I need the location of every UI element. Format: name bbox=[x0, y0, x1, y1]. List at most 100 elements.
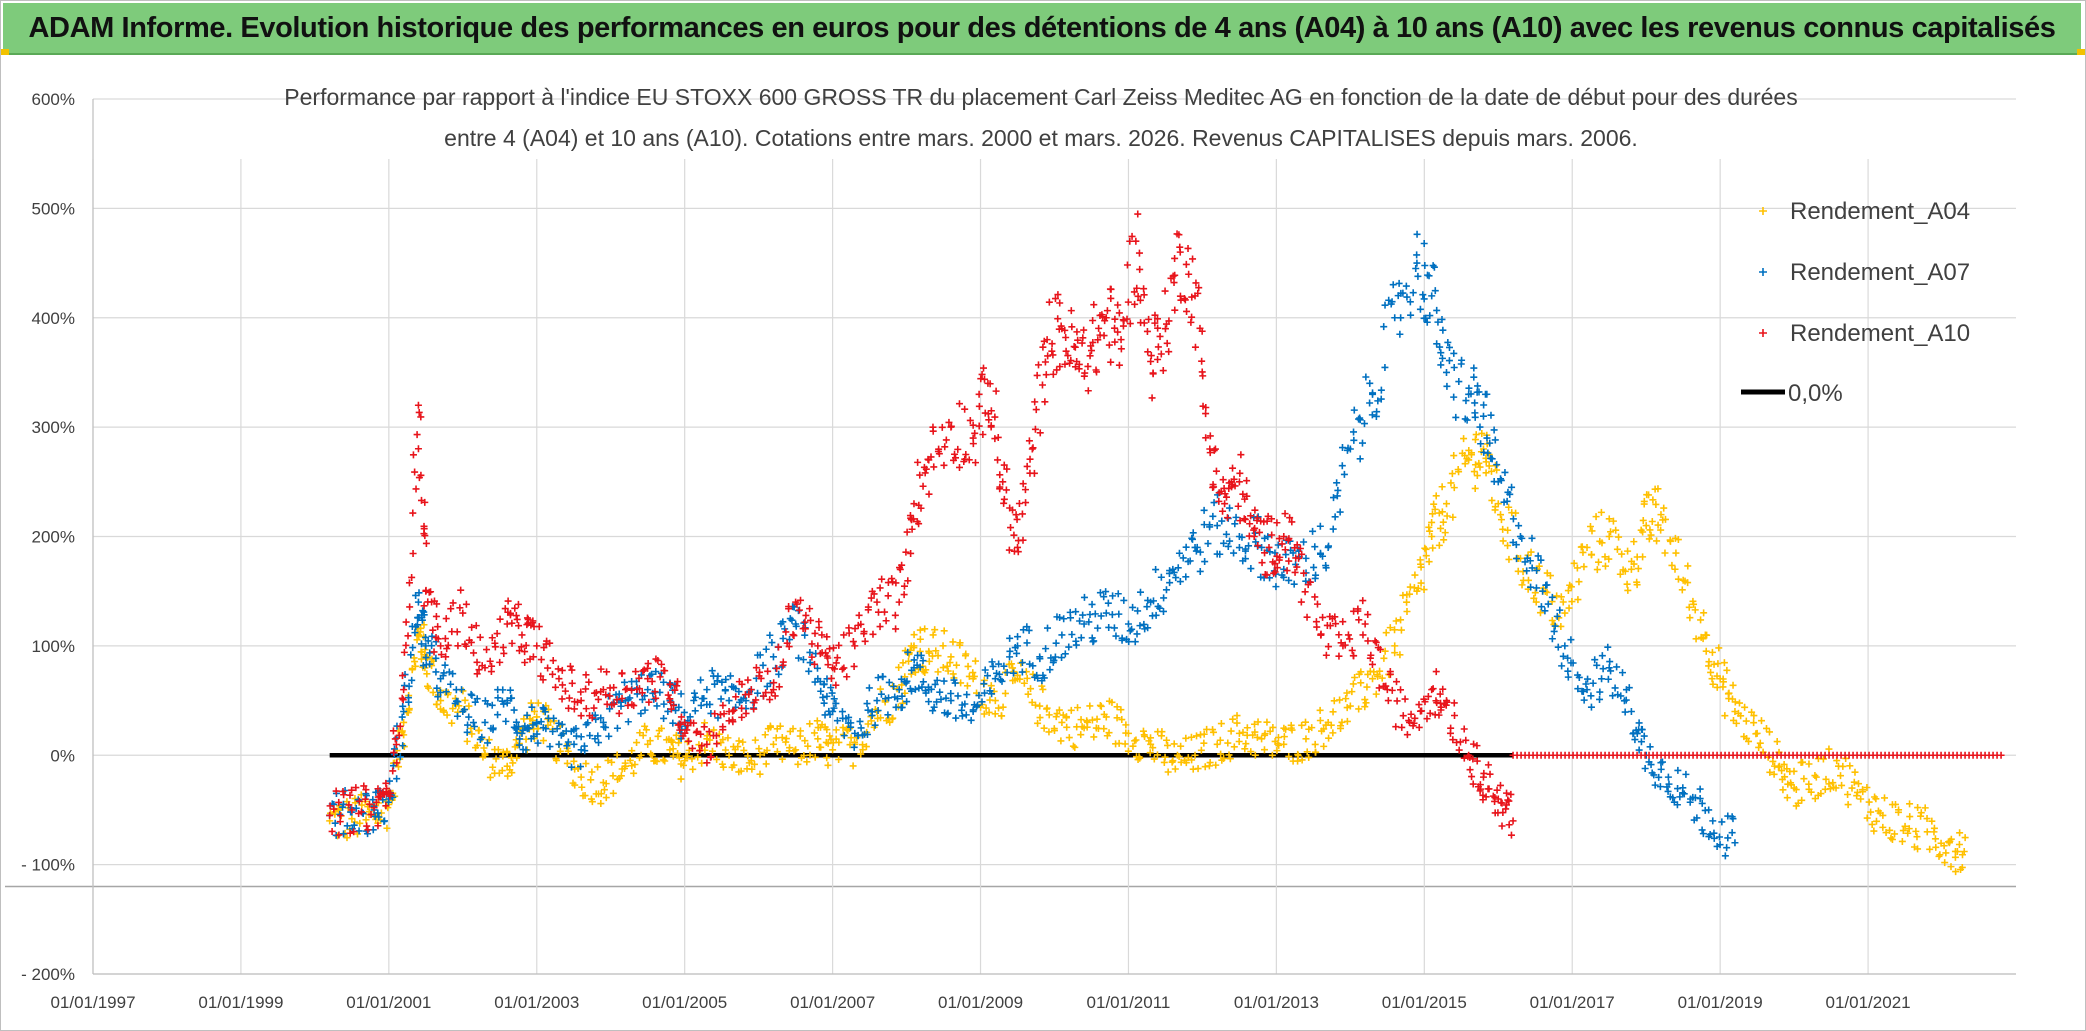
data-point bbox=[1438, 508, 1446, 516]
data-point bbox=[729, 707, 737, 715]
data-point bbox=[1269, 723, 1277, 731]
data-point bbox=[963, 682, 971, 690]
data-point bbox=[1930, 824, 1938, 832]
data-point bbox=[610, 684, 618, 692]
data-point bbox=[1458, 356, 1466, 364]
data-point bbox=[763, 746, 771, 754]
data-point bbox=[1391, 642, 1399, 650]
data-point bbox=[362, 816, 370, 824]
data-point bbox=[413, 431, 421, 439]
data-point bbox=[1067, 614, 1075, 622]
data-point bbox=[1198, 327, 1206, 335]
data-point bbox=[409, 509, 417, 517]
data-point bbox=[1509, 817, 1517, 825]
data-point bbox=[1000, 495, 1008, 503]
data-point bbox=[499, 752, 507, 760]
data-point bbox=[1377, 395, 1385, 403]
data-point bbox=[528, 703, 536, 711]
data-point bbox=[722, 746, 730, 754]
data-point bbox=[823, 754, 831, 762]
data-point bbox=[455, 702, 463, 710]
data-point bbox=[1811, 772, 1819, 780]
data-point bbox=[1750, 712, 1758, 720]
data-point bbox=[1118, 634, 1126, 642]
data-point bbox=[1657, 526, 1665, 534]
data-point bbox=[1825, 780, 1833, 788]
data-point bbox=[1471, 399, 1479, 407]
data-point bbox=[558, 666, 566, 674]
data-point bbox=[514, 723, 522, 731]
data-point bbox=[1056, 613, 1064, 621]
data-point bbox=[1412, 265, 1420, 273]
data-point bbox=[618, 694, 626, 702]
data-point bbox=[337, 812, 345, 820]
data-point bbox=[672, 731, 680, 739]
data-point bbox=[473, 695, 481, 703]
data-point bbox=[345, 801, 353, 809]
data-point bbox=[892, 579, 900, 587]
data-point bbox=[1182, 734, 1190, 742]
data-point bbox=[588, 798, 596, 806]
data-point bbox=[1316, 522, 1324, 530]
data-point bbox=[819, 693, 827, 701]
data-point bbox=[1039, 343, 1047, 351]
data-point bbox=[597, 714, 605, 722]
data-point bbox=[705, 728, 713, 736]
data-point bbox=[747, 757, 755, 765]
data-point bbox=[1040, 724, 1048, 732]
data-point bbox=[1817, 790, 1825, 798]
data-point bbox=[1094, 624, 1102, 632]
data-point bbox=[1487, 411, 1495, 419]
data-point bbox=[720, 710, 728, 718]
data-point bbox=[916, 663, 924, 671]
data-point bbox=[1407, 710, 1415, 718]
data-point bbox=[1710, 829, 1718, 837]
data-point bbox=[468, 691, 476, 699]
data-point bbox=[1221, 500, 1229, 508]
data-point bbox=[533, 730, 541, 738]
data-point bbox=[827, 684, 835, 692]
data-point bbox=[372, 788, 380, 796]
data-point bbox=[558, 681, 566, 689]
data-point bbox=[1491, 797, 1499, 805]
data-point bbox=[675, 703, 683, 711]
data-point bbox=[1280, 533, 1288, 540]
data-point bbox=[1044, 624, 1052, 632]
data-point bbox=[1584, 675, 1592, 683]
data-point bbox=[1243, 724, 1251, 732]
data-point bbox=[945, 418, 953, 426]
data-point bbox=[1364, 611, 1372, 619]
data-point bbox=[1475, 388, 1483, 396]
data-point bbox=[590, 704, 598, 712]
data-point bbox=[1899, 827, 1907, 835]
data-point bbox=[1191, 751, 1199, 759]
data-point bbox=[892, 625, 900, 633]
data-point bbox=[1122, 721, 1130, 729]
data-point bbox=[1351, 674, 1359, 682]
data-point bbox=[412, 485, 420, 493]
data-point bbox=[1482, 793, 1490, 801]
data-point bbox=[340, 791, 348, 799]
data-point bbox=[857, 750, 865, 758]
data-point bbox=[697, 676, 705, 684]
legend-label: 0,0% bbox=[1788, 380, 1843, 407]
data-point bbox=[1303, 613, 1311, 621]
data-point bbox=[1410, 719, 1418, 727]
data-point bbox=[1026, 455, 1034, 463]
data-point bbox=[930, 703, 938, 711]
data-point bbox=[849, 638, 857, 646]
data-point bbox=[1431, 287, 1439, 295]
data-point bbox=[1719, 678, 1727, 686]
data-point bbox=[1656, 783, 1664, 791]
data-point bbox=[1123, 315, 1131, 323]
data-point bbox=[768, 639, 776, 647]
data-point bbox=[399, 696, 407, 704]
data-point bbox=[1362, 699, 1370, 707]
data-point bbox=[1013, 649, 1021, 657]
data-point bbox=[1140, 285, 1148, 293]
data-point bbox=[1935, 852, 1943, 860]
data-point bbox=[457, 586, 465, 594]
data-point bbox=[1494, 795, 1502, 803]
data-point bbox=[549, 657, 557, 665]
